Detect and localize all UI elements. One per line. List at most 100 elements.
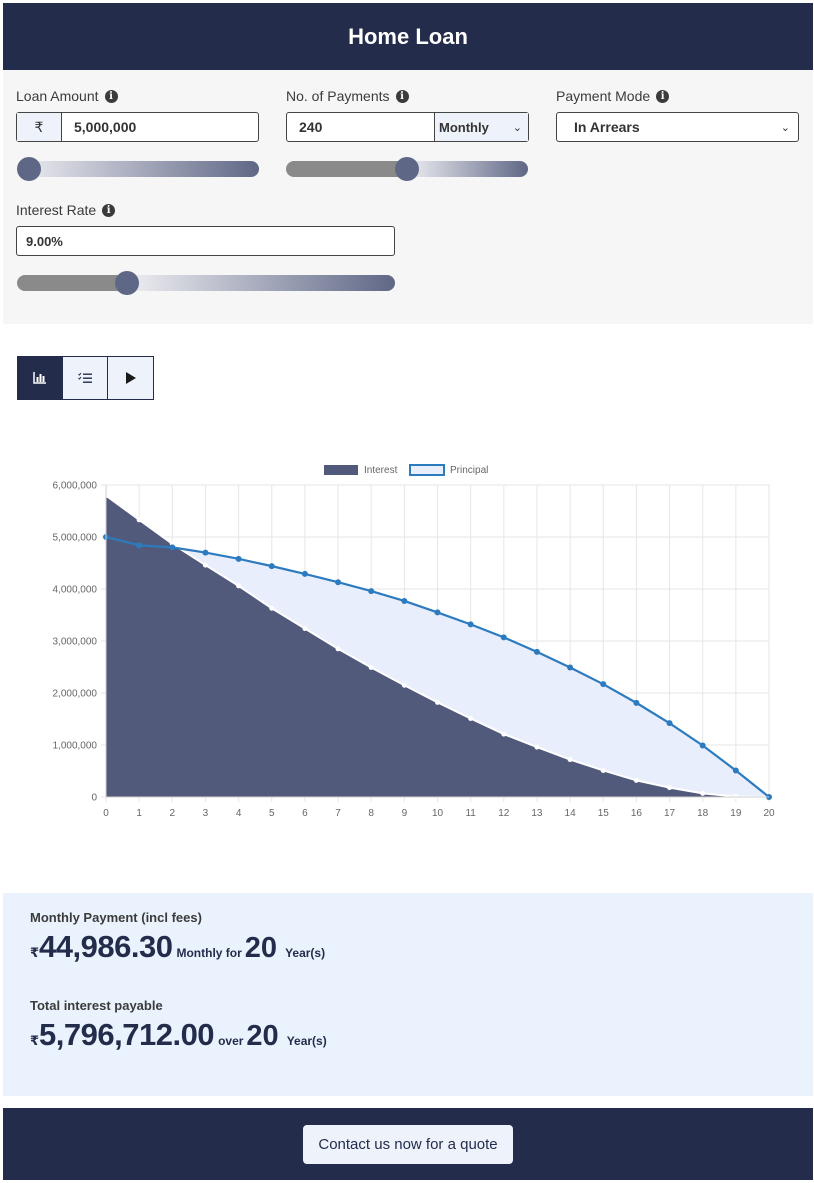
principal-point: [500, 634, 507, 641]
x-tick-label: 18: [697, 808, 709, 819]
x-tick-label: 10: [432, 808, 444, 819]
interest-point: [700, 790, 706, 796]
interest-point: [435, 699, 440, 705]
x-tick-label: 6: [302, 808, 308, 819]
legend-label-interest: Interest: [364, 465, 398, 476]
chart-view-button[interactable]: [18, 357, 63, 399]
payments-slider[interactable]: [286, 157, 528, 181]
interest-rate-label: Interest Rate i: [16, 202, 116, 218]
loan-amount-label: Loan Amount i: [16, 88, 118, 104]
view-toolbar: [17, 356, 154, 400]
slider-thumb[interactable]: [17, 157, 41, 181]
payments-input[interactable]: 240: [299, 119, 323, 135]
x-tick-label: 14: [565, 808, 577, 819]
principal-point: [335, 579, 342, 586]
x-tick-label: 4: [236, 808, 242, 819]
principal-point: [699, 742, 706, 749]
loan-amount-input[interactable]: 5,000,000: [74, 119, 137, 135]
interest-point: [534, 744, 540, 750]
amortization-chart: 0 1,000,000 2,000,000 3,000,000 4,000,000 5,0…: [0, 455, 814, 835]
contact-quote-button[interactable]: Contact us now for a quote: [303, 1124, 513, 1164]
x-tick-label: 19: [730, 808, 742, 819]
monthly-payment-label: Monthly Payment (incl fees): [30, 910, 202, 925]
table-view-button[interactable]: [63, 357, 108, 399]
y-tick-label: 2,000,000: [53, 689, 98, 700]
interest-rate-field[interactable]: 9.00%: [16, 226, 395, 256]
y-tick-label: 1,000,000: [53, 741, 98, 752]
interest-point: [401, 682, 407, 688]
x-tick-label: 12: [498, 808, 510, 819]
principal-point: [202, 549, 209, 556]
principal-point: [301, 570, 308, 577]
app-header: Home Loan: [3, 3, 813, 70]
interest-point: [567, 757, 573, 763]
x-tick-label: 7: [335, 808, 341, 819]
y-tick-label: 4,000,000: [53, 585, 98, 596]
loan-form: Loan Amount i ₹ 5,000,000 No. of Payment…: [3, 70, 813, 324]
principal-point: [467, 621, 474, 628]
interest-area: [106, 495, 769, 797]
x-tick-label: 5: [269, 808, 275, 819]
info-icon[interactable]: i: [104, 89, 118, 103]
play-button[interactable]: [108, 357, 153, 399]
interest-point: [733, 793, 739, 799]
interest-rate-input[interactable]: 9.00%: [26, 233, 63, 249]
interest-point: [302, 626, 308, 632]
interest-point: [600, 767, 606, 773]
legend-swatch-principal: [409, 464, 445, 476]
x-tick-label: 1: [136, 808, 142, 819]
x-tick-label: 15: [598, 808, 610, 819]
x-tick-label: 0: [103, 808, 109, 819]
principal-point: [368, 588, 375, 595]
payments-label: No. of Payments i: [286, 88, 409, 104]
chart-icon: [33, 372, 46, 384]
principal-point: [600, 681, 607, 688]
list-icon: [78, 372, 92, 383]
principal-point: [268, 563, 275, 570]
interest-rate-slider[interactable]: [17, 271, 395, 295]
interest-point: [202, 562, 208, 568]
principal-point: [136, 542, 143, 549]
page-title: Home Loan: [348, 23, 468, 49]
principal-point: [567, 664, 574, 671]
x-tick-label: 13: [531, 808, 543, 819]
principal-point: [533, 648, 540, 655]
slider-thumb[interactable]: [114, 271, 139, 295]
interest-point: [269, 605, 275, 611]
interest-point: [633, 777, 639, 783]
loan-amount-slider[interactable]: [17, 157, 259, 181]
interest-point: [136, 517, 142, 523]
payment-mode-select[interactable]: In Arrears ⌄: [556, 112, 799, 142]
principal-point: [666, 720, 673, 727]
info-icon[interactable]: i: [102, 203, 116, 217]
y-tick-label: 6,000,000: [53, 481, 98, 492]
y-tick-label: 0: [91, 793, 97, 804]
principal-point: [235, 555, 242, 562]
principal-point: [169, 544, 176, 551]
principal-point: [732, 767, 739, 774]
x-tick-label: 17: [664, 808, 676, 819]
loan-amount-field[interactable]: ₹ 5,000,000: [16, 112, 259, 142]
slider-thumb[interactable]: [395, 157, 419, 181]
legend-swatch-interest: [324, 465, 358, 475]
play-icon: [125, 372, 136, 384]
frequency-select[interactable]: Monthly ⌄: [434, 113, 528, 141]
interest-point: [501, 731, 507, 737]
info-icon[interactable]: i: [656, 89, 670, 103]
principal-point: [401, 597, 408, 604]
footer: Contact us now for a quote: [3, 1108, 813, 1180]
monthly-payment-value: ₹ 44,986.30 Monthly for 20 Year(s): [30, 929, 326, 964]
currency-prefix: ₹: [17, 113, 62, 141]
x-tick-label: 16: [631, 808, 643, 819]
total-interest-value: ₹ 5,796,712.00 over 20 Year(s): [30, 1017, 327, 1052]
interest-point: [335, 646, 341, 652]
payments-field[interactable]: 240 Monthly ⌄: [286, 112, 529, 142]
interest-point: [667, 785, 673, 791]
legend-label-principal: Principal: [450, 465, 488, 476]
y-tick-label: 5,000,000: [53, 533, 98, 544]
info-icon[interactable]: i: [395, 89, 409, 103]
principal-point: [633, 699, 640, 706]
interest-point: [236, 583, 242, 589]
chevron-down-icon: ⌄: [780, 121, 790, 134]
results-panel: Monthly Payment (incl fees) ₹ 44,986.30 …: [3, 893, 813, 1096]
